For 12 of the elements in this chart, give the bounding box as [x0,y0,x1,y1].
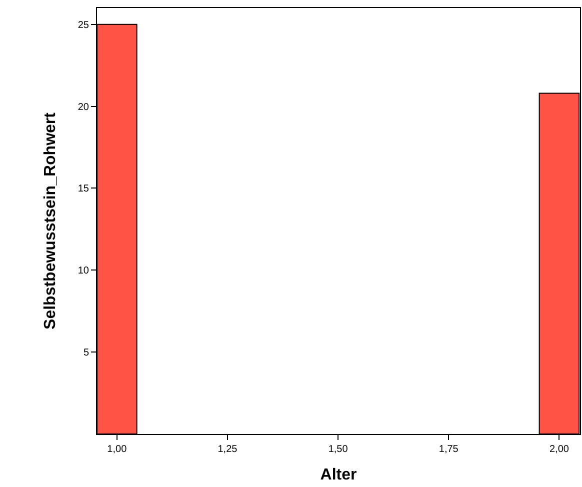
x-tick-label: 1,00 [107,444,128,455]
x-tick-label: 1,50 [328,444,348,455]
x-tick-label: 1,75 [438,444,459,455]
y-tick-label: 5 [83,348,90,359]
y-tick-label: 15 [78,184,90,195]
y-axis-title: Selbstbewusstsein_Rohwert [42,112,59,330]
y-tick-label: 10 [78,266,90,277]
y-tick-label: 25 [78,20,90,31]
x-tick-label: 2,00 [549,444,570,455]
x-axis-title: Alter [320,466,357,484]
y-tick-label: 20 [78,102,90,113]
x-tick-label: 1,25 [218,444,238,455]
